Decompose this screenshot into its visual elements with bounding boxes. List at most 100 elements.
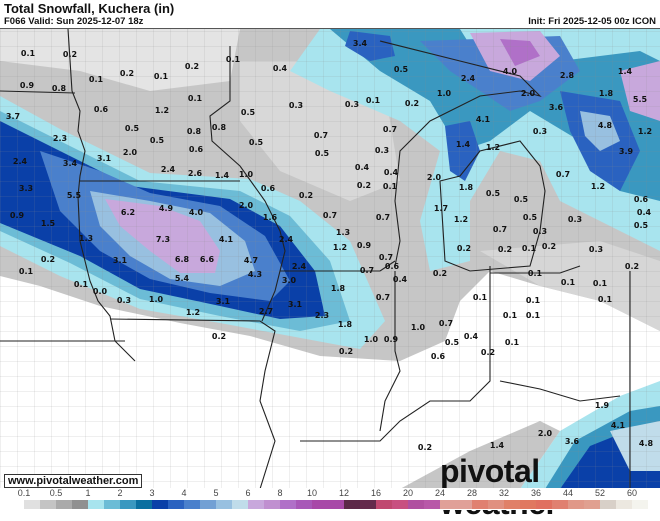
header: Total Snowfall, Kuchera (in) F066 Valid:…: [0, 0, 660, 28]
snowfall-value-label: 0.7: [556, 170, 570, 179]
legend-tick-label: 5: [213, 488, 219, 498]
snowfall-value-label: 1.0: [149, 295, 164, 304]
snowfall-value-label: 3.6: [565, 437, 580, 446]
snowfall-value-label: 3.1: [97, 154, 112, 163]
snowfall-value-label: 0.2: [498, 245, 512, 254]
legend-color-swatch: [456, 500, 472, 509]
snowfall-value-label: 0.2: [120, 69, 134, 78]
snowfall-value-label: 4.3: [248, 270, 262, 279]
snowfall-value-label: 0.4: [384, 168, 399, 177]
legend-color-swatch: [632, 500, 648, 509]
snowfall-value-label: 0.5: [634, 221, 649, 230]
snowfall-value-label: 0.1: [226, 55, 241, 64]
snowfall-value-label: 0.1: [74, 280, 89, 289]
snowfall-value-label: 0.9: [384, 335, 399, 344]
snowfall-value-label: 0.5: [445, 338, 460, 347]
legend-color-swatch: [120, 500, 136, 509]
legend-color-swatch: [584, 500, 600, 509]
snowfall-value-label: 1.2: [591, 182, 605, 191]
snowfall-value-label: 1.2: [454, 215, 468, 224]
snowfall-value-label: 6.6: [200, 255, 215, 264]
legend-color-swatch: [8, 500, 24, 509]
snowfall-value-label: 1.2: [155, 106, 169, 115]
snowfall-value-label: 2.3: [53, 134, 67, 143]
legend-color-swatch: [56, 500, 72, 509]
legend-color-swatch: [360, 500, 376, 509]
legend-tick-label: 24: [434, 488, 446, 498]
snowfall-value-label: 0.1: [383, 182, 398, 191]
legend-color-swatch: [376, 500, 392, 509]
snowfall-value-label: 0.0: [93, 287, 108, 296]
legend-tick-label: 52: [594, 488, 606, 498]
snowfall-value-label: 3.3: [19, 184, 33, 193]
snowfall-value-label: 0.1: [593, 279, 608, 288]
legend-color-swatch: [504, 500, 520, 509]
snowfall-value-label: 3.1: [216, 297, 231, 306]
snowfall-value-label: 2.0: [521, 89, 536, 98]
snowfall-value-label: 0.3: [117, 296, 131, 305]
snowfall-value-label: 0.2: [481, 348, 495, 357]
map-title: Total Snowfall, Kuchera (in): [4, 1, 175, 16]
snowfall-value-label: 1.0: [437, 89, 452, 98]
snowfall-value-label: 0.2: [457, 244, 471, 253]
snowfall-value-label: 0.7: [379, 253, 393, 262]
legend-tick-label: 8: [277, 488, 283, 498]
snowfall-value-label: 2.4: [161, 165, 176, 174]
snowfall-value-label: 3.4: [63, 159, 78, 168]
snowfall-value-label: 0.1: [528, 269, 543, 278]
legend-color-swatch: [24, 500, 40, 509]
legend-color-swatch: [264, 500, 280, 509]
snowfall-value-label: 0.6: [431, 352, 446, 361]
snowfall-value-label: 1.3: [336, 228, 350, 237]
legend-tick-label: 12: [338, 488, 350, 498]
legend-tick-label: 10: [306, 488, 318, 498]
snowfall-value-label: 3.6: [549, 103, 564, 112]
snowfall-value-label: 1.8: [599, 89, 614, 98]
legend-color-swatch: [408, 500, 424, 509]
snowfall-value-label: 4.9: [159, 204, 174, 213]
snowfall-value-label: 4.0: [503, 67, 518, 76]
legend-color-swatch: [168, 500, 184, 509]
legend-tick-label: 1: [85, 488, 91, 498]
snowfall-value-label: 0.2: [63, 50, 77, 59]
snowfall-value-label: 0.1: [366, 96, 381, 105]
snowfall-value-label: 5.4: [175, 274, 190, 283]
snowfall-value-label: 5.5: [67, 191, 82, 200]
snowfall-value-label: 4.1: [219, 235, 234, 244]
snowfall-value-label: 0.7: [439, 319, 453, 328]
snowfall-value-label: 0.8: [52, 84, 67, 93]
snowfall-value-label: 2.0: [123, 148, 138, 157]
snowfall-value-label: 0.2: [41, 255, 55, 264]
legend-tick-label: 0.1: [17, 488, 31, 498]
legend-color-swatch: [520, 500, 536, 509]
snowfall-value-label: 0.3: [568, 215, 582, 224]
valid-time: F066 Valid: Sun 2025-12-07 18z: [4, 16, 144, 27]
snowfall-value-label: 1.0: [411, 323, 426, 332]
snowfall-value-label: 3.1: [288, 300, 303, 309]
snowfall-value-label: 1.8: [338, 320, 353, 329]
snowfall-value-label: 1.2: [186, 308, 200, 317]
snowfall-value-label: 1.9: [595, 401, 610, 410]
snowfall-value-label: 6.8: [175, 255, 190, 264]
snowfall-value-label: 0.2: [299, 191, 313, 200]
snowfall-value-label: 7.3: [156, 235, 170, 244]
snowfall-value-label: 1.4: [456, 140, 471, 149]
legend-tick-label: 28: [466, 488, 478, 498]
snowfall-value-label: 1.4: [215, 171, 230, 180]
snowfall-value-label: 1.3: [79, 234, 93, 243]
website-watermark: www.pivotalweather.com: [4, 474, 143, 488]
snowfall-value-label: 1.8: [459, 183, 474, 192]
snowfall-map: 0.1 0.2 0.1 0.2 0.1 0.2 0.1 0.4 3.4 0.9 0.8 0.6 1.2 0…: [0, 28, 660, 489]
legend-color-swatch: [312, 500, 328, 509]
legend-tick-label: 32: [498, 488, 510, 498]
snowfall-value-label: 4.0: [189, 208, 204, 217]
snowfall-value-label: 1.2: [486, 143, 500, 152]
snowfall-value-label: 3.9: [619, 147, 634, 156]
snowfall-value-label: 1.6: [263, 213, 278, 222]
legend-color-swatch: [552, 500, 568, 509]
legend-tick-label: 16: [370, 488, 382, 498]
snowfall-value-label: 4.1: [611, 421, 626, 430]
snowfall-value-label: 0.2: [405, 99, 419, 108]
snowfall-value-label: 0.4: [393, 275, 408, 284]
snowfall-value-label: 4.8: [598, 121, 613, 130]
